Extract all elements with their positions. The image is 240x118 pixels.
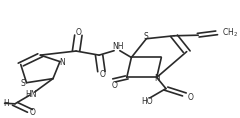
Text: NH: NH bbox=[112, 42, 123, 51]
Text: O: O bbox=[100, 70, 106, 79]
Text: CH$_2$: CH$_2$ bbox=[222, 27, 239, 39]
Text: O: O bbox=[30, 108, 36, 117]
Text: N: N bbox=[155, 74, 160, 83]
Text: O: O bbox=[75, 28, 81, 37]
Text: S: S bbox=[21, 79, 25, 88]
Text: HO: HO bbox=[141, 97, 153, 106]
Text: H: H bbox=[3, 99, 9, 108]
Text: O: O bbox=[187, 93, 193, 101]
Text: N: N bbox=[59, 58, 65, 67]
Text: O: O bbox=[111, 81, 117, 90]
Text: HN: HN bbox=[25, 90, 36, 99]
Text: S: S bbox=[144, 32, 149, 41]
